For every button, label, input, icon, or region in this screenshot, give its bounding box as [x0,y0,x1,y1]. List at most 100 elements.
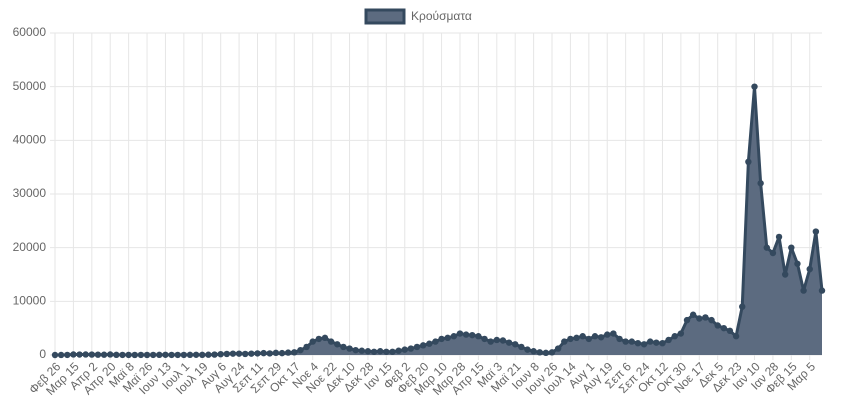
point [726,327,734,335]
point [438,335,445,343]
point [125,351,132,359]
point [646,338,654,345]
point [604,331,611,338]
point [579,333,586,340]
point [487,338,494,345]
point [536,349,543,356]
point [769,249,777,257]
point [113,351,120,359]
point [512,341,519,348]
point [597,334,605,341]
point [303,343,310,351]
point [119,351,126,359]
point [554,345,562,352]
point [413,343,421,351]
point [419,342,427,349]
point [131,351,138,359]
point [76,351,83,358]
point [137,351,145,359]
point [284,349,292,356]
point [370,348,378,355]
point [640,341,648,348]
point [327,338,335,345]
point [800,287,807,294]
y-tick-label: 20000 [13,240,47,254]
point [346,345,353,352]
point [444,334,451,342]
point [696,315,703,322]
point [610,330,617,337]
point [634,339,642,347]
point [94,351,102,358]
point [763,244,770,251]
point [377,348,384,355]
point [407,345,415,352]
point [653,339,660,346]
point [567,335,574,343]
point [591,333,599,340]
y-tick-label: 40000 [13,133,47,147]
point [199,351,206,359]
point [751,83,758,90]
point [432,338,439,345]
point [389,348,396,355]
point [149,351,157,359]
point [671,333,678,340]
point [156,351,163,359]
legend-swatch [364,8,406,25]
point [401,346,408,353]
point [51,351,59,359]
y-tick-label: 50000 [13,79,47,93]
point [518,343,525,351]
point [88,351,96,358]
point [334,341,341,348]
point [242,350,249,358]
point [395,347,402,354]
point [585,335,593,343]
point [781,271,789,278]
point [450,333,458,340]
point [174,351,181,359]
point [622,338,629,345]
point [340,343,347,351]
point [628,338,635,345]
point [291,349,298,356]
point [665,336,672,344]
point [64,351,71,359]
point [475,333,482,340]
point [426,340,433,347]
point [794,260,801,267]
point [205,351,212,358]
point [321,334,329,342]
point [186,351,194,359]
point [818,287,826,294]
point [315,335,323,343]
point [745,158,752,165]
point [235,350,243,357]
point [542,349,550,357]
point [100,351,108,358]
point [364,348,372,355]
point [456,330,464,337]
point [217,350,224,358]
point [192,351,200,358]
point [524,346,531,353]
point [57,351,65,359]
point [812,228,820,235]
point [180,351,188,359]
point [689,311,697,318]
point [788,244,795,251]
legend-item: Κρούσματα [364,8,472,25]
point [757,180,764,187]
point [266,350,273,357]
point [272,349,280,357]
point [499,337,507,344]
point [720,324,728,332]
point [616,335,623,343]
point [297,346,304,354]
point [493,336,500,344]
point [505,339,513,346]
point [229,350,237,357]
point [70,351,77,358]
